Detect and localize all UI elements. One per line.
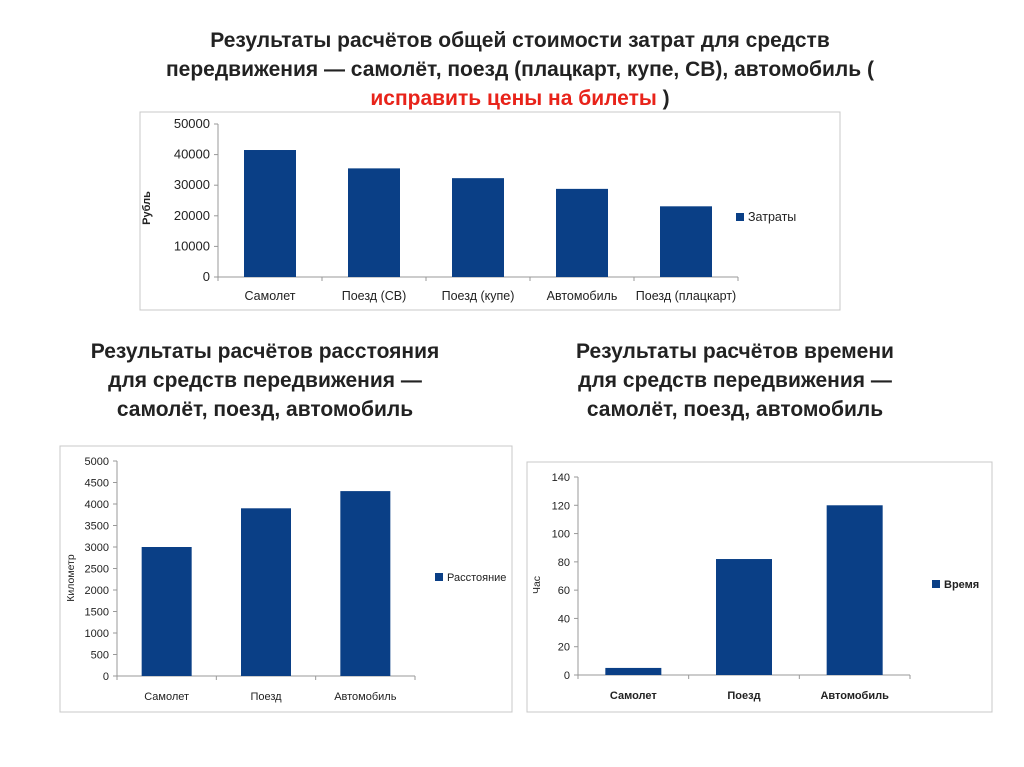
- y-tick-label: 3500: [85, 521, 109, 533]
- y-tick-label: 0: [203, 269, 210, 284]
- y-tick-label: 80: [558, 557, 570, 569]
- x-category-label: Самолет: [245, 289, 296, 303]
- distance-title-line1: Результаты расчётов расстояния: [90, 340, 440, 363]
- x-category-label: Автомобиль: [820, 690, 889, 702]
- legend-swatch: [932, 580, 940, 588]
- x-category-label: Поезд (плацкарт): [636, 289, 736, 303]
- main-title-close: ): [662, 87, 670, 110]
- y-tick-label: 100: [552, 529, 570, 541]
- time-title-line3: самолёт, поезд, автомобиль: [586, 398, 884, 421]
- x-category-label: Автомобиль: [334, 691, 397, 703]
- bar-2: [241, 508, 291, 676]
- y-tick-label: 120: [552, 500, 570, 512]
- x-category-label: Поезд (СВ): [342, 289, 407, 303]
- main-title-red-note: исправить цены на билеты: [370, 87, 657, 110]
- y-axis-title: Километр: [65, 554, 77, 602]
- y-tick-label: 20000: [174, 208, 210, 223]
- time-title-line1: Результаты расчётов времени: [576, 340, 894, 363]
- bar-4: [556, 188, 608, 277]
- legend-swatch: [736, 213, 744, 221]
- legend-label: Затраты: [748, 210, 796, 224]
- y-tick-label: 50000: [174, 116, 210, 131]
- y-tick-label: 0: [564, 670, 570, 682]
- y-tick-label: 1000: [85, 628, 109, 640]
- y-axis-title: Рубль: [141, 191, 153, 225]
- x-category-label: Поезд: [250, 691, 282, 703]
- y-tick-label: 0: [103, 671, 109, 683]
- chart-frame: [59, 445, 513, 713]
- legend-label: Время: [944, 579, 979, 591]
- y-tick-label: 40: [558, 613, 570, 625]
- bar-1: [244, 150, 296, 277]
- y-tick-label: 10000: [174, 238, 210, 253]
- y-tick-label: 4500: [85, 478, 109, 490]
- main-title-line3: исправить цены на билеты ): [70, 84, 970, 113]
- y-tick-label: 2000: [85, 585, 109, 597]
- legend-label: Расстояние: [447, 572, 506, 584]
- x-category-label: Поезд: [727, 690, 760, 702]
- y-tick-label: 60: [558, 585, 570, 597]
- distance-title-line3: самолёт, поезд, автомобиль: [116, 398, 414, 421]
- bar-2: [348, 168, 400, 277]
- bar-1: [605, 667, 662, 675]
- chart-frame: [526, 461, 993, 713]
- main-title-line2: передвижения — самолёт, поезд (плацкарт,…: [165, 58, 875, 81]
- bar-3: [452, 178, 504, 277]
- x-category-label: Поезд (купе): [442, 289, 515, 303]
- bar-3: [826, 505, 883, 675]
- x-category-label: Самолет: [144, 691, 189, 703]
- y-tick-label: 4000: [85, 499, 109, 511]
- bar-1: [141, 547, 192, 676]
- y-tick-label: 500: [91, 650, 109, 662]
- bar-3: [340, 491, 391, 676]
- bar-2: [716, 559, 772, 675]
- y-tick-label: 140: [552, 472, 570, 484]
- y-tick-label: 1500: [85, 607, 109, 619]
- main-title-line1: Результаты расчётов общей стоимости затр…: [210, 29, 830, 52]
- legend-swatch: [435, 573, 443, 581]
- y-tick-label: 30000: [174, 177, 210, 192]
- main-title: Результаты расчётов общей стоимости затр…: [70, 26, 970, 113]
- y-tick-label: 40000: [174, 147, 210, 162]
- chart-frame: [139, 111, 841, 311]
- x-category-label: Автомобиль: [547, 289, 618, 303]
- x-category-label: Самолет: [610, 690, 657, 702]
- distance-title-line2: для средств передвижения —: [108, 369, 422, 392]
- distance-title: Результаты расчётов расстояния для средс…: [20, 337, 510, 424]
- bar-5: [660, 206, 712, 277]
- y-axis-title: Час: [531, 576, 543, 594]
- time-title-line2: для средств передвижения —: [578, 369, 892, 392]
- y-tick-label: 3000: [85, 542, 109, 554]
- y-tick-label: 20: [558, 642, 570, 654]
- y-tick-label: 5000: [85, 456, 109, 468]
- y-tick-label: 2500: [85, 564, 109, 576]
- time-title: Результаты расчётов времени для средств …: [490, 337, 980, 424]
